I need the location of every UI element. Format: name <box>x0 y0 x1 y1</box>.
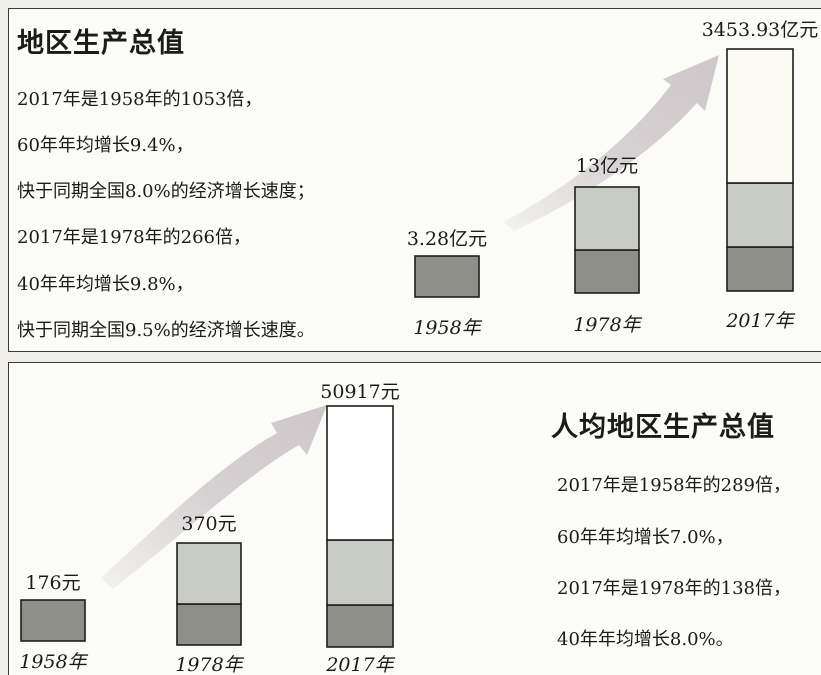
per-capita-note-2: 60年年均增长7.0%， <box>557 527 734 548</box>
bar-2017年-segment-2 <box>326 539 394 606</box>
per-capita-gdp-panel: 人均地区生产总值 2017年是1958年的289倍， 60年年均增长7.0%， … <box>8 362 821 675</box>
gdp-title: 地区生产总值 <box>17 28 185 59</box>
x-label-2017年: 2017年 <box>325 654 395 675</box>
bar-2017年-segment-1 <box>726 246 794 292</box>
growth-arrow <box>101 405 327 589</box>
bar-1978年-segment-2 <box>176 542 242 605</box>
bar-2017年-segment-2 <box>726 182 794 248</box>
bar-2017年-segment-3 <box>326 405 394 541</box>
bar-1978年-segment-1 <box>176 603 242 646</box>
per-capita-title: 人均地区生产总值 <box>551 412 775 443</box>
growth-arrow <box>504 55 719 231</box>
bar-1978年-segment-1 <box>574 249 640 294</box>
bar-1958年-segment-1 <box>414 255 480 298</box>
bar-2017年-segment-1 <box>326 604 394 648</box>
x-label-1958年: 1958年 <box>413 317 482 339</box>
gdp-note-2: 60年年均增长9.4%， <box>17 135 194 156</box>
gdp-note-4: 2017年是1978年的266倍， <box>17 227 251 248</box>
bar-1958年-segment-1 <box>20 599 86 642</box>
value-label-1958年: 3.28亿元 <box>407 228 487 250</box>
bar-1978年-segment-2 <box>574 186 640 251</box>
per-capita-note-3: 2017年是1978年的138倍， <box>557 578 791 599</box>
value-label-2017年: 3453.93亿元 <box>702 19 819 41</box>
value-label-1978年: 370元 <box>181 513 236 535</box>
value-label-2017年: 50917元 <box>320 381 399 403</box>
gdp-note-3: 快于同期全国8.0%的经济增长速度； <box>17 181 315 202</box>
x-label-1978年: 1978年 <box>175 654 244 675</box>
gdp-note-5: 40年年均增长9.8%， <box>17 274 194 295</box>
per-capita-note-1: 2017年是1958年的289倍， <box>557 475 791 496</box>
x-label-1978年: 1978年 <box>573 314 642 336</box>
bar-2017年-segment-3 <box>726 48 794 184</box>
value-label-1958年: 176元 <box>25 572 80 594</box>
per-capita-note-4: 40年年均增长8.0%。 <box>557 629 734 650</box>
x-label-1958年: 1958年 <box>19 651 88 673</box>
gdp-chart: 3.28亿元 13亿元 3453.93亿元 1958年 1978年 2017年 <box>407 19 819 339</box>
value-label-1978年: 13亿元 <box>576 155 638 177</box>
per-capita-chart: 176元 370元 50917元 1958年 1978年 2017年 <box>19 381 399 675</box>
x-label-2017年: 2017年 <box>725 310 795 332</box>
gdp-note-6: 快于同期全国9.5%的经济增长速度。 <box>17 320 315 341</box>
gdp-panel: 地区生产总值 2017年是1958年的1053倍， 60年年均增长9.4%， 快… <box>8 8 821 352</box>
gdp-note-1: 2017年是1958年的1053倍， <box>17 89 263 110</box>
